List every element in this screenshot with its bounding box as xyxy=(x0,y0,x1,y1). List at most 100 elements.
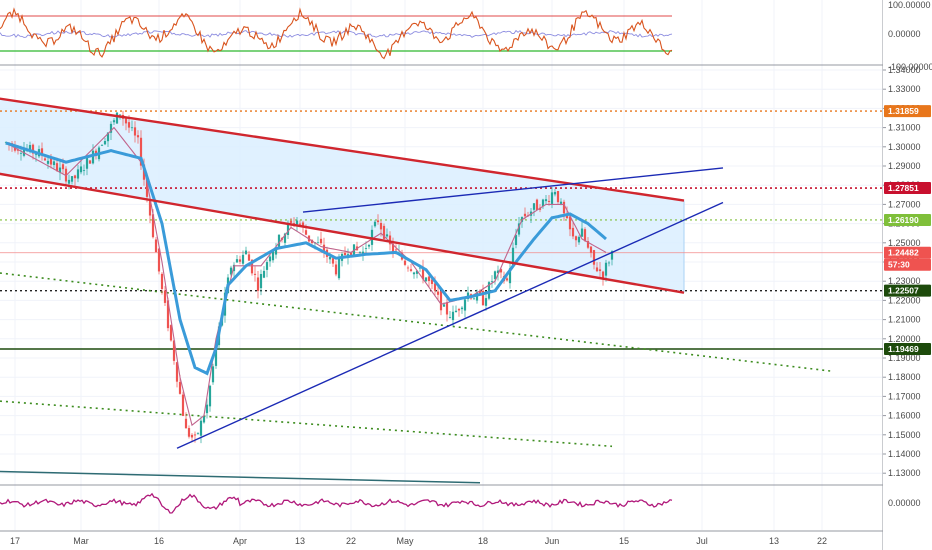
candle-body xyxy=(256,277,260,291)
candle-body xyxy=(181,394,185,416)
lower-osc-line xyxy=(0,492,673,514)
candle-body xyxy=(91,150,95,164)
price-axis-background xyxy=(883,0,932,550)
candle-body xyxy=(349,252,353,255)
candle-body xyxy=(184,418,188,429)
candle-body xyxy=(508,268,512,284)
rising-trendline-upper xyxy=(302,167,724,213)
candle-body xyxy=(145,179,149,197)
time-tick-label: Apr xyxy=(233,536,247,546)
candle-body xyxy=(322,244,326,253)
candle-body xyxy=(604,262,608,276)
price-tick-label: 1.34000 xyxy=(888,65,921,75)
candle-body xyxy=(250,259,254,274)
candle-body xyxy=(205,404,209,414)
time-tick-label: 22 xyxy=(817,536,827,546)
candle-body xyxy=(328,257,332,260)
price-tick-label: 1.29000 xyxy=(888,161,921,171)
candle-body xyxy=(439,291,443,311)
candle-body xyxy=(580,228,584,237)
candle-body xyxy=(73,175,77,179)
countdown-badge xyxy=(884,258,931,271)
candle-body xyxy=(109,123,113,133)
candle-body xyxy=(286,223,290,236)
channel-upper-line xyxy=(0,97,685,202)
candle-body xyxy=(463,299,467,311)
candle-body xyxy=(79,166,83,173)
time-tick-label: Mar xyxy=(73,536,89,546)
candle-body xyxy=(124,118,128,124)
candle-body xyxy=(334,264,338,275)
price-tick-label: 1.20000 xyxy=(888,334,921,344)
lower-osc-tick-label: 0.00000 xyxy=(888,498,921,508)
candle-body xyxy=(106,132,110,142)
candle-body xyxy=(259,273,263,289)
candle-body xyxy=(427,276,431,282)
moving-average-fast xyxy=(5,126,607,427)
candle-body xyxy=(496,270,500,274)
candle-body xyxy=(331,258,335,264)
candle-body xyxy=(583,229,587,241)
candle-body xyxy=(394,249,398,251)
candle-body xyxy=(283,233,287,243)
dotted-trendline xyxy=(0,272,835,373)
candle-body xyxy=(364,248,368,249)
price-tick-label: 1.27000 xyxy=(888,199,921,209)
candle-body xyxy=(433,283,437,291)
candle-body xyxy=(547,200,551,202)
candle-body xyxy=(163,290,167,303)
price-tick-label: 1.19000 xyxy=(888,353,921,363)
candle-body xyxy=(118,114,122,116)
candle-body xyxy=(34,154,38,156)
candle-body xyxy=(157,248,161,272)
price-badge-label: 1.27851 xyxy=(888,183,919,193)
candle-body xyxy=(43,158,47,161)
candle-body xyxy=(430,279,434,284)
candle-body xyxy=(304,230,308,235)
candle-body xyxy=(85,157,89,169)
candle-body xyxy=(610,251,614,260)
time-tick-label: May xyxy=(396,536,414,546)
candle-body xyxy=(523,213,527,217)
price-tick-label: 1.16000 xyxy=(888,411,921,421)
candle-body xyxy=(190,434,194,438)
candle-body xyxy=(436,291,440,295)
candle-body xyxy=(574,236,578,241)
candle-body xyxy=(568,216,572,230)
candle-body xyxy=(499,269,503,273)
candle-body xyxy=(175,362,179,382)
candle-body xyxy=(586,241,590,248)
time-tick-label: 22 xyxy=(346,536,356,546)
candle-body xyxy=(517,223,521,235)
candle-body xyxy=(598,269,602,272)
candle-body xyxy=(229,267,233,275)
price-tick-label: 1.18000 xyxy=(888,372,921,382)
candle-body xyxy=(481,290,485,306)
candle-body xyxy=(211,366,215,383)
candle-body xyxy=(358,251,362,253)
moving-average-slow xyxy=(5,141,607,376)
candle-body xyxy=(460,307,464,310)
candle-body xyxy=(376,220,380,223)
candle-body xyxy=(70,176,74,182)
candle-body xyxy=(88,160,92,164)
candle-body xyxy=(28,145,32,152)
candle-body xyxy=(367,244,371,247)
time-tick-label: 15 xyxy=(619,536,629,546)
price-tick-label: 1.13000 xyxy=(888,468,921,478)
countdown-label: 57:30 xyxy=(888,260,910,270)
time-tick-label: Jul xyxy=(696,536,708,546)
candle-body xyxy=(343,252,347,256)
candle-body xyxy=(505,278,509,281)
price-tick-label: 1.23000 xyxy=(888,276,921,286)
candle-body xyxy=(421,266,425,280)
candle-body xyxy=(550,192,554,204)
candle-body xyxy=(298,223,302,225)
candle-body xyxy=(541,199,545,207)
candle-body xyxy=(49,157,53,165)
candle-body xyxy=(208,385,212,407)
candle-body xyxy=(103,141,107,145)
